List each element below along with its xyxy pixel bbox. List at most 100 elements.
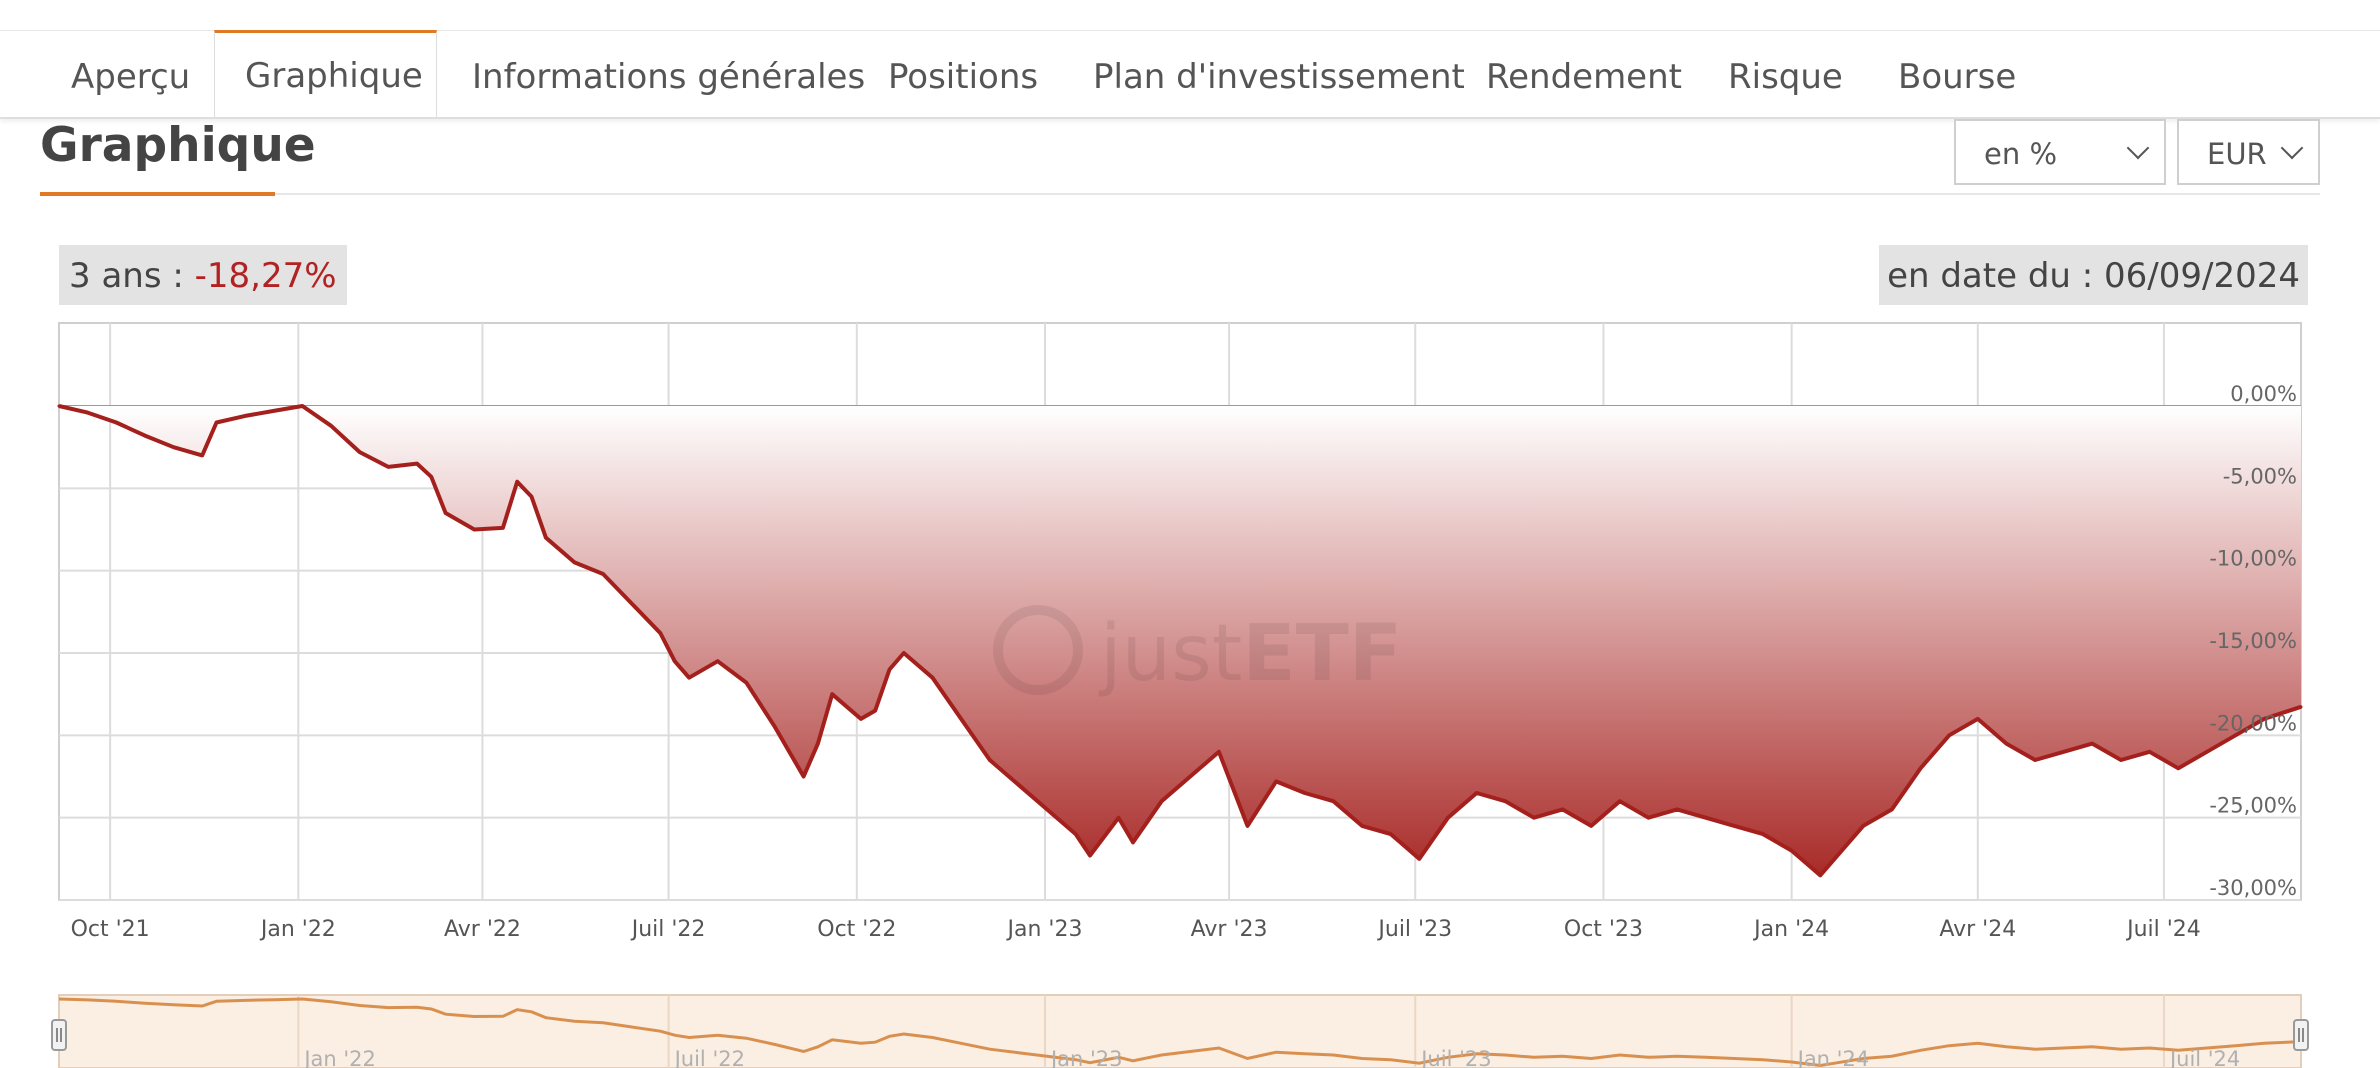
x-tick-label: Avr '22 <box>444 917 521 942</box>
data-point <box>1618 799 1622 803</box>
watermark-text: justETF <box>1098 609 1402 699</box>
watermark-logo: justETF <box>993 605 1402 699</box>
tab-bar: Aperçu Graphique Informations générales … <box>0 30 2380 119</box>
top-border <box>0 30 2380 31</box>
x-tick-label: Jan '22 <box>259 917 336 942</box>
data-point <box>1761 832 1765 836</box>
data-point <box>358 450 362 454</box>
series-area <box>59 406 2301 876</box>
data-point <box>329 424 333 428</box>
tab-rendement[interactable]: Rendement <box>1486 57 1682 97</box>
data-point <box>802 775 806 778</box>
data-point <box>1331 799 1335 803</box>
data-point <box>1818 873 1822 877</box>
display-mode-select[interactable]: en % <box>1954 119 2166 185</box>
navigator-handle-left[interactable] <box>51 1019 67 1051</box>
data-point <box>873 709 877 713</box>
tab-bourse[interactable]: Bourse <box>1898 57 2017 97</box>
data-point <box>143 434 147 438</box>
data-point <box>1475 791 1479 795</box>
period-performance-value: -18,27% <box>194 256 337 296</box>
data-point <box>1088 854 1092 858</box>
data-point <box>1732 824 1736 828</box>
x-tick-label: Oct '22 <box>817 917 896 942</box>
navigator-tick-label: Jan '22 <box>302 1047 376 1068</box>
data-point <box>988 758 992 762</box>
data-point <box>1246 824 1250 828</box>
data-point <box>816 742 820 746</box>
data-point <box>2033 758 2037 762</box>
data-point <box>1074 832 1078 836</box>
navigator-tick-label: Juil '22 <box>673 1047 745 1068</box>
data-point <box>1274 779 1278 783</box>
data-point <box>1217 750 1221 754</box>
data-point <box>444 511 448 515</box>
data-point <box>1704 816 1708 820</box>
data-point <box>1188 775 1192 778</box>
data-point <box>429 475 433 479</box>
tab-risque[interactable]: Risque <box>1728 57 1843 97</box>
currency-select[interactable]: EUR <box>2177 119 2320 185</box>
navigator-tick-label: Juil '24 <box>2168 1047 2240 1068</box>
data-point <box>930 676 934 680</box>
data-point <box>673 659 677 663</box>
data-point <box>630 602 634 606</box>
tab-positions[interactable]: Positions <box>888 57 1039 97</box>
navigator-handle-right[interactable] <box>2293 1019 2309 1051</box>
data-point <box>1389 832 1393 836</box>
data-point <box>272 409 276 413</box>
data-point <box>515 480 519 484</box>
data-point <box>902 651 906 655</box>
data-point <box>2004 742 2008 746</box>
watermark-text-bold: ETF <box>1242 609 1402 699</box>
grip-handle-icon[interactable] <box>51 1019 67 1051</box>
x-tick-label: Juil '23 <box>1376 917 1452 942</box>
data-point <box>601 572 605 576</box>
navigator-panel[interactable] <box>58 994 2302 1068</box>
data-point <box>2148 750 2152 754</box>
data-point <box>172 445 176 449</box>
data-point <box>1675 807 1679 811</box>
data-point <box>830 692 834 696</box>
section-divider <box>40 193 2320 195</box>
y-tick-label: -25,00% <box>2209 794 2297 818</box>
data-point <box>773 725 777 729</box>
tab-informations-generales[interactable]: Informations générales <box>472 57 866 97</box>
data-point <box>1833 857 1837 861</box>
navigator-series-line <box>58 997 2302 1068</box>
data-point <box>1589 824 1593 828</box>
as-of-date-label: en date du : 06/09/2024 <box>1879 245 2308 305</box>
data-point <box>2176 766 2180 770</box>
x-tick-label: Avr '23 <box>1191 917 1268 942</box>
page-title: Graphique <box>40 118 316 173</box>
data-point <box>544 536 548 540</box>
data-point <box>215 420 219 424</box>
y-tick-label: -5,00% <box>2223 464 2297 488</box>
data-point <box>200 453 204 457</box>
tab-graphique[interactable]: Graphique <box>214 30 437 117</box>
y-tick-label: -30,00% <box>2209 876 2297 900</box>
data-point <box>572 560 576 564</box>
data-point <box>114 420 118 424</box>
navigator-tick-label: Juil '23 <box>1419 1047 1491 1068</box>
data-point <box>300 404 304 408</box>
data-point <box>1532 816 1536 820</box>
data-point <box>1919 766 1923 770</box>
tab-plan-investissement[interactable]: Plan d'investissement <box>1093 57 1465 97</box>
x-tick-label: Jan '23 <box>1006 917 1083 942</box>
y-tick-label: 0,00% <box>2230 382 2297 406</box>
data-point <box>1360 824 1364 828</box>
grip-handle-icon[interactable] <box>2293 1019 2309 1051</box>
x-tick-label: Juil '22 <box>630 917 706 942</box>
data-point <box>386 465 390 469</box>
data-point <box>2205 750 2209 754</box>
data-point <box>1160 799 1164 803</box>
data-point <box>2090 742 2094 746</box>
data-point <box>959 717 963 721</box>
tab-apercu[interactable]: Aperçu <box>71 57 191 97</box>
data-point <box>243 414 247 418</box>
data-point <box>1646 816 1650 820</box>
x-tick-label: Jan '24 <box>1752 917 1829 942</box>
data-point <box>1045 807 1049 811</box>
